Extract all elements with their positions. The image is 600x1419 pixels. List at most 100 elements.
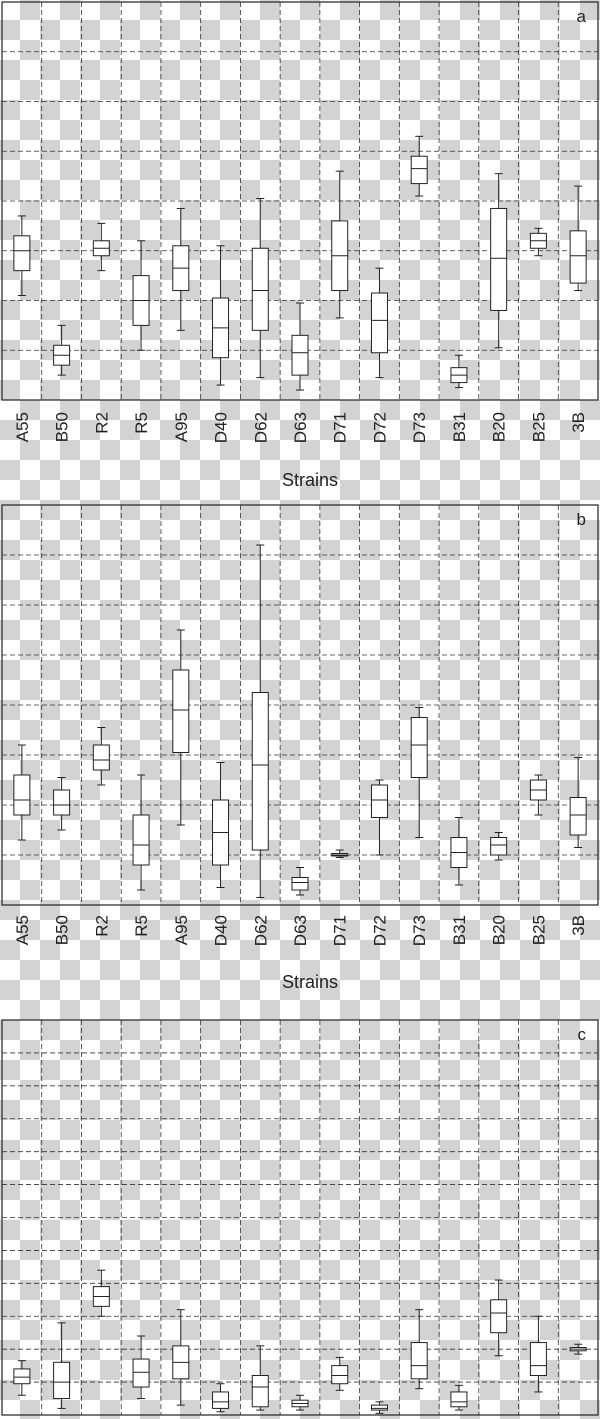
tick-label: D73 bbox=[410, 412, 429, 443]
tick-label: D71 bbox=[331, 412, 350, 443]
tick-label: D63 bbox=[291, 412, 310, 443]
box-R5 bbox=[132, 774, 150, 891]
box-B31 bbox=[450, 354, 468, 389]
box-iqr bbox=[13, 774, 31, 816]
box-A95 bbox=[172, 629, 190, 826]
panel-letter: c bbox=[578, 1025, 587, 1044]
x-axis-title: Strains bbox=[282, 972, 338, 992]
box-B25 bbox=[529, 774, 547, 816]
panel-letter: b bbox=[577, 510, 586, 529]
box-iqr bbox=[13, 1368, 31, 1385]
panel-a: a A55 B50 R2 R5 A95 D40 D62 D63 D71 D72 D73 B31 B20 B2… bbox=[1, 1, 599, 490]
tick-label: R2 bbox=[92, 915, 111, 937]
box-D73 bbox=[410, 1309, 428, 1390]
box-iqr bbox=[251, 247, 269, 331]
box-R5 bbox=[132, 240, 150, 351]
box-iqr bbox=[53, 1361, 71, 1400]
box-B31 bbox=[450, 817, 468, 886]
box-B25 bbox=[529, 1315, 547, 1393]
tick-label: R5 bbox=[132, 412, 151, 434]
box-iqr bbox=[251, 692, 269, 851]
tick-label: R5 bbox=[132, 915, 151, 937]
tick-label: B31 bbox=[450, 915, 469, 945]
box-B31 bbox=[450, 1384, 468, 1411]
tick-label: D73 bbox=[410, 915, 429, 946]
box-B20 bbox=[490, 832, 508, 861]
box-iqr bbox=[172, 669, 190, 753]
tick-label: D71 bbox=[331, 915, 350, 946]
tick-label: D63 bbox=[291, 915, 310, 946]
tick-label: R2 bbox=[92, 412, 111, 434]
box-iqr bbox=[370, 292, 388, 354]
tick-label: B50 bbox=[53, 412, 72, 442]
box-D63 bbox=[291, 1394, 309, 1411]
box-D72 bbox=[370, 267, 388, 379]
box-iqr bbox=[212, 1391, 230, 1409]
box-iqr bbox=[370, 784, 388, 818]
box-iqr bbox=[529, 1342, 547, 1377]
tick-label: D62 bbox=[251, 412, 270, 443]
box-B50 bbox=[53, 1322, 71, 1409]
tick-label: D40 bbox=[212, 412, 231, 443]
box-iqr bbox=[569, 797, 587, 836]
box-iqr bbox=[410, 1342, 428, 1380]
box-R2 bbox=[92, 222, 110, 272]
box-A55 bbox=[13, 1360, 31, 1396]
box-D71 bbox=[331, 170, 349, 319]
box-iqr bbox=[291, 334, 309, 376]
tick-label: 3B bbox=[569, 915, 588, 936]
box-iqr bbox=[410, 155, 428, 185]
box-D71 bbox=[331, 1356, 349, 1391]
box-iqr bbox=[13, 235, 31, 272]
box-R2 bbox=[92, 727, 110, 786]
x-axis-title: Strains bbox=[282, 470, 338, 490]
box-3B bbox=[569, 757, 587, 848]
box-B50 bbox=[53, 324, 71, 376]
box-iqr bbox=[251, 1375, 269, 1408]
tick-label: B31 bbox=[450, 412, 469, 442]
tick-label: 3B bbox=[569, 412, 588, 433]
box-iqr bbox=[490, 1299, 508, 1334]
box-B20 bbox=[490, 173, 508, 349]
box-D63 bbox=[291, 302, 309, 391]
box-R5 bbox=[132, 1335, 150, 1400]
tick-label: B25 bbox=[529, 412, 548, 442]
box-D63 bbox=[291, 867, 309, 896]
box-D71 bbox=[331, 849, 349, 858]
box-D40 bbox=[212, 1383, 230, 1413]
box-iqr bbox=[410, 717, 428, 778]
panel-letter: a bbox=[577, 7, 587, 26]
box-iqr bbox=[490, 207, 508, 311]
box-iqr bbox=[569, 230, 587, 284]
box-R2 bbox=[92, 1269, 110, 1317]
box-A55 bbox=[13, 215, 31, 297]
tick-label: A55 bbox=[13, 412, 32, 442]
box-3B bbox=[569, 1343, 587, 1355]
box-D62 bbox=[251, 1345, 269, 1411]
tick-label: B50 bbox=[53, 915, 72, 945]
tick-label: A95 bbox=[172, 412, 191, 442]
box-B50 bbox=[53, 777, 71, 831]
box-D62 bbox=[251, 544, 269, 898]
box-D40 bbox=[212, 762, 230, 888]
box-A95 bbox=[172, 207, 190, 331]
box-D72 bbox=[370, 779, 388, 856]
box-A55 bbox=[13, 744, 31, 841]
box-iqr bbox=[132, 1358, 150, 1388]
box-iqr bbox=[450, 1391, 468, 1408]
box-3B bbox=[569, 185, 587, 292]
box-iqr bbox=[132, 814, 150, 866]
tick-label: A95 bbox=[172, 915, 191, 945]
box-D73 bbox=[410, 707, 428, 838]
panel-b: b A55 B50 R2 R5 A95 D40 D62 D63 D71 D72 D73 B31 B20 B2… bbox=[1, 504, 599, 992]
box-iqr bbox=[490, 837, 508, 856]
panel-c: c bbox=[1, 1019, 599, 1416]
box-B20 bbox=[490, 1279, 508, 1357]
tick-label: D72 bbox=[370, 412, 389, 443]
tick-label: D40 bbox=[212, 915, 231, 946]
box-iqr bbox=[92, 744, 110, 771]
tick-label: B20 bbox=[490, 915, 509, 945]
box-iqr bbox=[53, 789, 71, 816]
box-iqr bbox=[291, 877, 309, 891]
